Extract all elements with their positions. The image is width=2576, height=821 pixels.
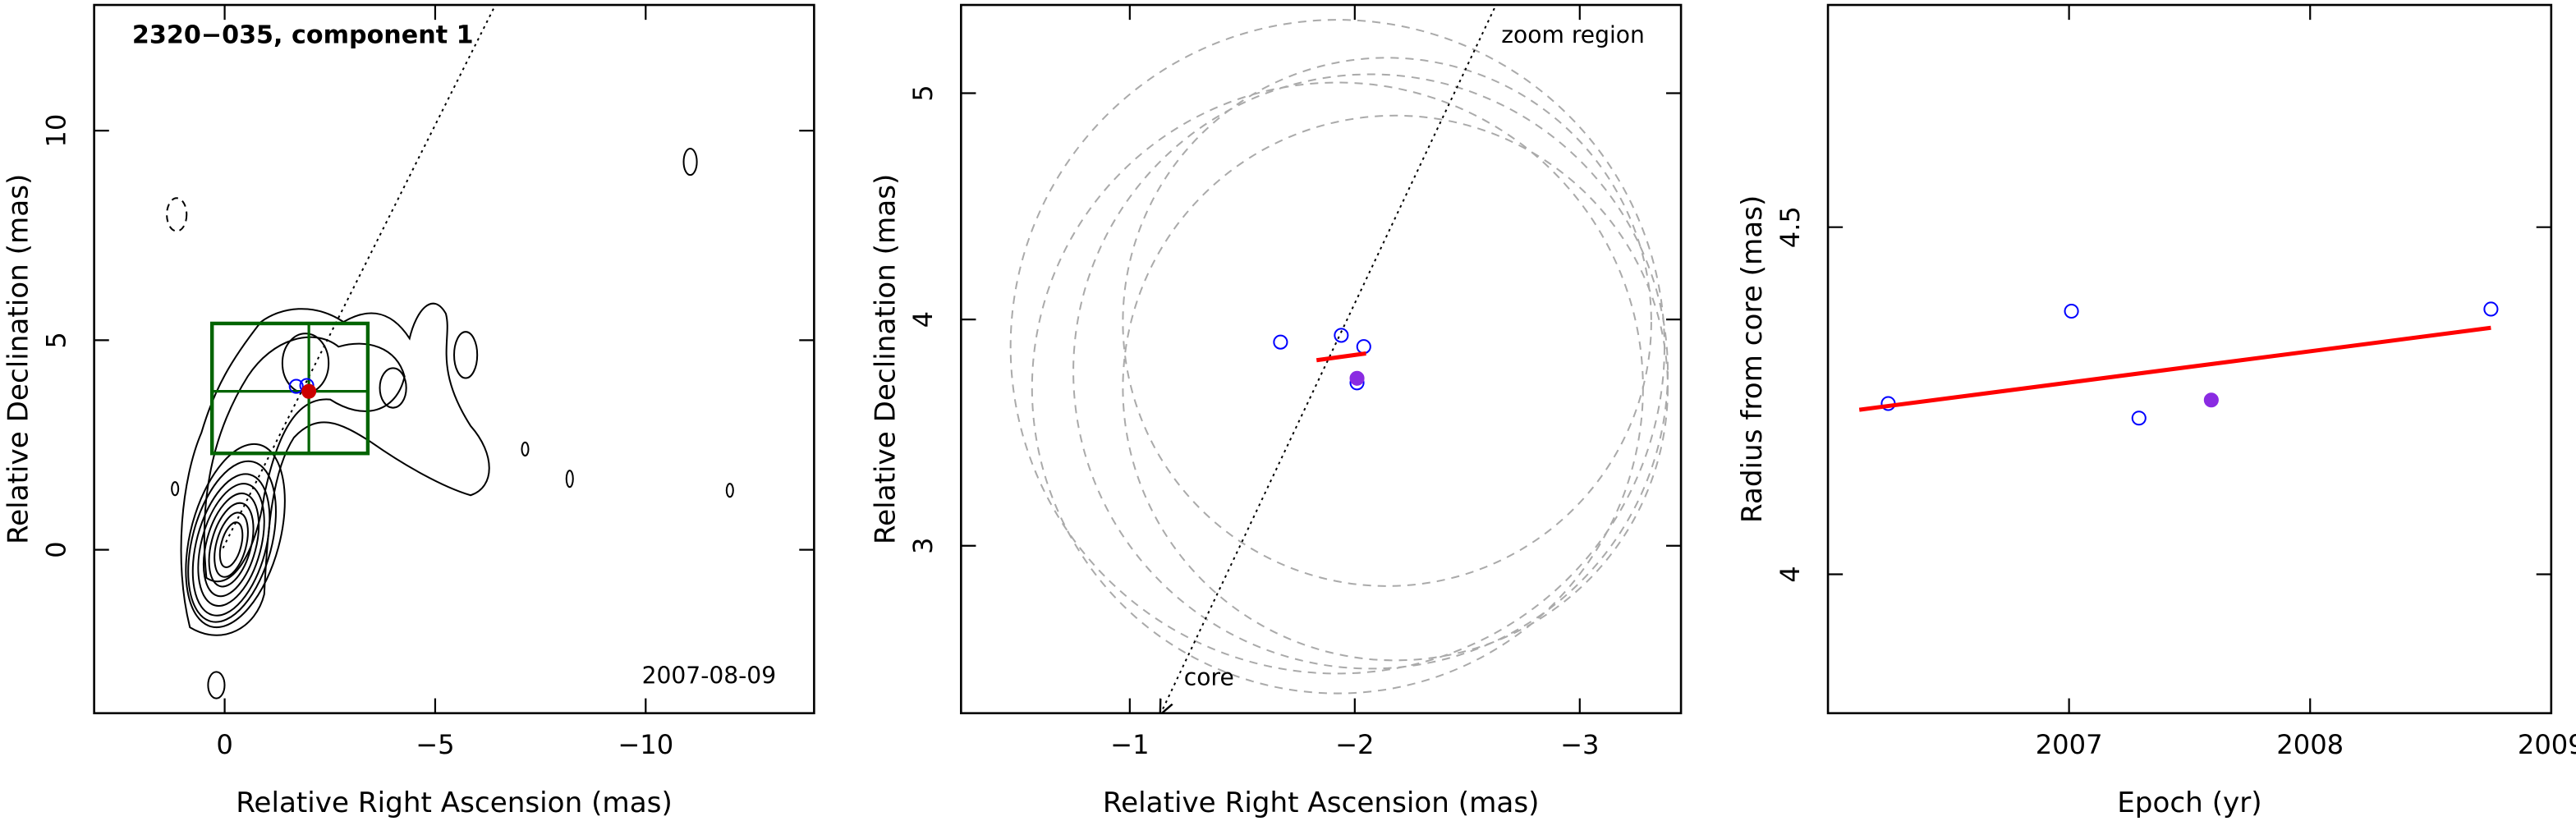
filled-point bbox=[1349, 370, 1365, 386]
contour-map bbox=[166, 5, 734, 699]
open-point bbox=[1356, 339, 1371, 355]
y-tick-label: 5 bbox=[40, 332, 71, 348]
y-tick-label: 5 bbox=[907, 85, 939, 101]
filled-point bbox=[2203, 392, 2219, 408]
y-tick-label: 4.5 bbox=[1775, 206, 1806, 248]
x-tick-label: 2008 bbox=[2276, 729, 2344, 760]
x-tick-label: 0 bbox=[216, 729, 232, 760]
fit-line bbox=[1858, 325, 2491, 412]
zoom-region-label: zoom region bbox=[1501, 21, 1645, 48]
y-axis-label: Relative Declination (mas) bbox=[869, 174, 902, 544]
chart-title: 2320−035, component 1 bbox=[132, 21, 474, 50]
y-tick-label: 4 bbox=[1775, 566, 1806, 582]
plot-frame bbox=[1826, 3, 2553, 714]
x-axis-label: Epoch (yr) bbox=[2117, 787, 2261, 819]
plot-frame bbox=[93, 3, 815, 714]
y-tick-label: 10 bbox=[40, 114, 71, 148]
fit-line bbox=[1316, 351, 1366, 363]
y-tick-label: 4 bbox=[907, 311, 939, 328]
x-tick-label: −10 bbox=[618, 729, 673, 760]
zoom-box bbox=[209, 321, 370, 456]
plot-frame bbox=[960, 3, 1683, 714]
x-tick-label: −2 bbox=[1335, 729, 1374, 760]
open-point bbox=[2483, 301, 2499, 317]
open-point bbox=[2064, 303, 2079, 319]
beam-circles bbox=[1009, 7, 1669, 713]
x-tick-label: 2007 bbox=[2036, 729, 2103, 760]
x-tick-label: −3 bbox=[1560, 729, 1599, 760]
jet-axis bbox=[222, 5, 497, 549]
open-point bbox=[288, 378, 304, 394]
open-point bbox=[2131, 410, 2147, 426]
x-tick-label: 2009 bbox=[2518, 729, 2576, 760]
y-tick-label: 3 bbox=[907, 538, 939, 554]
core-label: core bbox=[1184, 663, 1234, 690]
filled-point bbox=[301, 383, 317, 399]
date-label: 2007-08-09 bbox=[642, 662, 777, 689]
x-tick-label: −1 bbox=[1110, 729, 1149, 760]
open-point bbox=[1334, 328, 1349, 343]
y-axis-label: Radius from core (mas) bbox=[1736, 195, 1769, 523]
open-point bbox=[1273, 334, 1288, 350]
y-axis-label: Relative Declination (mas) bbox=[2, 174, 35, 544]
x-axis-label: Relative Right Ascension (mas) bbox=[236, 787, 673, 819]
x-tick-label: −5 bbox=[416, 729, 454, 760]
y-tick-label: 0 bbox=[40, 541, 71, 557]
x-axis-label: Relative Right Ascension (mas) bbox=[1103, 787, 1540, 819]
